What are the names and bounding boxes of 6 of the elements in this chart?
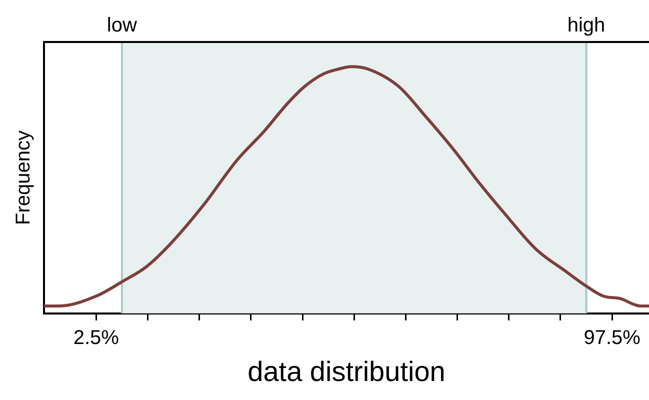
x-tick-label: 2.5% xyxy=(73,326,120,349)
ref-line-label: low xyxy=(106,14,138,37)
x-axis-title: data distribution xyxy=(248,356,446,387)
ref-line-label: high xyxy=(567,14,606,37)
y-axis-title: Frequency xyxy=(12,130,35,225)
x-tick-label: 97.5% xyxy=(584,326,641,349)
